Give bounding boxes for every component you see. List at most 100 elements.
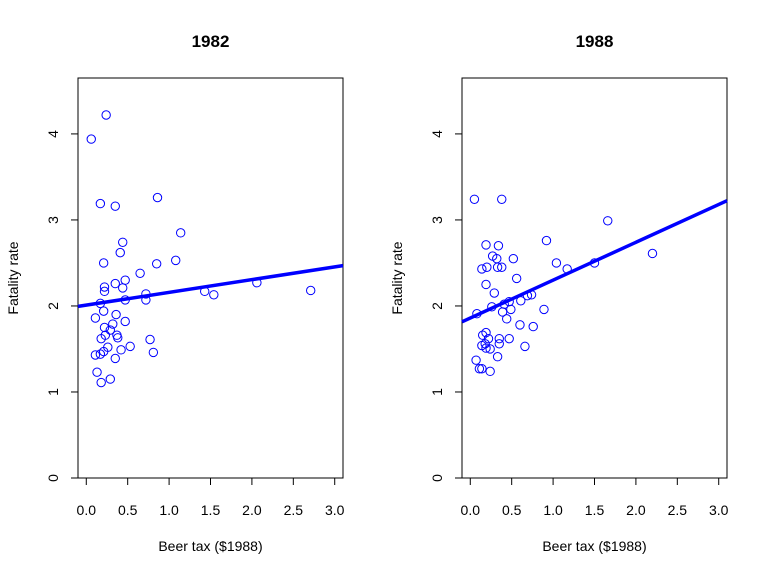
x-tick-label: 2.0 (242, 502, 262, 518)
data-point (494, 333, 504, 344)
data-point (647, 248, 658, 259)
x-tick-label: 0.0 (461, 502, 481, 518)
y-axis-ticks: 0 1 2 3 4 (429, 130, 462, 482)
y-tick-label: 2 (429, 302, 445, 310)
data-point (306, 285, 316, 296)
data-point (481, 240, 491, 250)
y-tick-label: 1 (429, 388, 445, 396)
data-point (504, 333, 514, 344)
data-point (506, 304, 516, 315)
scatter-panel-1988: 1988 Beer tax ($1988) Fatality rate 0.0 0… (389, 32, 729, 554)
data-point (541, 235, 552, 246)
data-point (145, 334, 155, 345)
data-point (209, 290, 219, 300)
data-point (477, 364, 487, 374)
regression-line-group (77, 263, 344, 309)
data-point (497, 194, 507, 204)
data-point (120, 275, 130, 285)
data-point (474, 364, 485, 374)
data-point (115, 247, 125, 258)
data-point (105, 374, 115, 384)
data-point (551, 258, 562, 268)
y-axis-label: Fatality rate (389, 241, 405, 314)
data-point (110, 278, 120, 289)
x-tick-label: 2.5 (284, 502, 304, 518)
y-tick-label: 2 (45, 302, 61, 310)
y-tick-label: 1 (45, 388, 61, 396)
data-point (485, 344, 495, 354)
x-axis-ticks: 0.0 0.5 1.0 1.5 2.0 2.5 3.0 (461, 478, 729, 518)
data-point (113, 333, 123, 343)
scatter-panel-1982: 1982 Beer tax ($1988) Fatality rate 0.0 0… (5, 32, 345, 554)
y-tick-label: 0 (45, 474, 61, 482)
data-point (478, 330, 488, 340)
data-point (99, 322, 110, 333)
data-point (511, 273, 522, 284)
data-point (603, 216, 613, 226)
data-point (489, 288, 499, 298)
data-point (99, 282, 110, 292)
data-point (116, 345, 126, 355)
y-tick-label: 4 (429, 130, 445, 138)
data-point (92, 367, 102, 377)
data-point (105, 325, 115, 335)
x-tick-label: 2.0 (626, 502, 646, 518)
y-tick-label: 3 (429, 216, 445, 224)
data-point (118, 237, 128, 248)
data-point (508, 253, 519, 264)
data-point (528, 321, 538, 332)
data-point (494, 339, 504, 349)
data-point (101, 110, 111, 120)
data-point (477, 264, 487, 274)
data-point (492, 262, 503, 272)
data-points (86, 110, 316, 388)
data-point (497, 307, 508, 317)
x-tick-label: 1.5 (585, 502, 605, 518)
y-tick-label: 0 (429, 474, 445, 482)
chart-title: 1988 (576, 32, 614, 51)
data-point (520, 341, 530, 352)
data-point (110, 353, 120, 364)
regression-line-group (461, 199, 728, 324)
data-points (469, 194, 658, 377)
y-axis-ticks: 0 1 2 3 4 (45, 130, 78, 482)
x-tick-label: 1.5 (201, 502, 221, 518)
data-point (135, 268, 145, 278)
data-point (171, 255, 181, 266)
data-point (483, 333, 494, 344)
x-tick-label: 1.0 (543, 502, 563, 518)
data-point (481, 327, 491, 338)
data-point (110, 201, 120, 211)
data-point (539, 304, 549, 315)
data-point (95, 349, 106, 359)
plot-frame (77, 77, 344, 479)
x-tick-label: 3.0 (709, 502, 729, 518)
data-point (502, 314, 512, 324)
data-point (481, 343, 491, 353)
data-point (90, 350, 101, 360)
data-point (120, 316, 130, 327)
data-point (493, 241, 504, 251)
data-point (111, 309, 121, 320)
data-point (96, 333, 106, 344)
data-point (98, 258, 109, 268)
data-point (148, 347, 159, 358)
data-point (98, 346, 109, 357)
x-axis-label: Beer tax ($1988) (542, 538, 646, 554)
data-point (485, 366, 495, 377)
data-point (108, 319, 118, 329)
y-axis-label: Fatality rate (5, 241, 21, 314)
x-tick-label: 0.0 (77, 502, 97, 518)
data-point (469, 194, 480, 204)
chart-title: 1982 (192, 32, 230, 51)
plot-frame (461, 77, 728, 479)
data-point (152, 192, 163, 203)
x-tick-label: 0.5 (118, 502, 138, 518)
y-tick-label: 4 (45, 130, 61, 138)
x-tick-label: 2.5 (668, 502, 688, 518)
data-point (125, 341, 135, 352)
data-point (492, 352, 503, 362)
data-point (95, 198, 106, 209)
x-tick-label: 0.5 (502, 502, 522, 518)
